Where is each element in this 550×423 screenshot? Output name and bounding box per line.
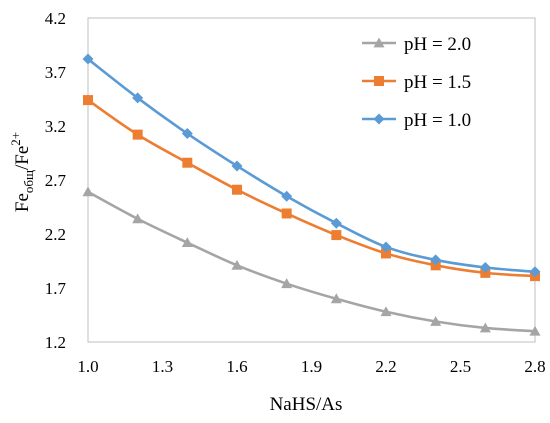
data-point: [82, 186, 94, 197]
y-label-base: Fe: [12, 193, 33, 212]
plot-area-border: [87, 17, 536, 343]
data-point: [380, 241, 392, 253]
series-layer: [82, 53, 541, 336]
data-point: [330, 217, 342, 229]
y-axis-label: Feобщ/Fe2+: [8, 132, 36, 212]
data-point: [132, 129, 143, 140]
legend-marker: [373, 113, 385, 125]
y-tick-label: 1.2: [45, 333, 66, 352]
legend-label: pH = 1.5: [404, 72, 471, 93]
legend-item: pH = 1.5: [362, 72, 471, 93]
y-label-superscript: 2+: [8, 132, 23, 146]
data-point: [330, 293, 342, 304]
legend: pH = 2.0 pH = 1.5 pH = 1.0: [362, 34, 471, 131]
data-point: [281, 190, 293, 202]
x-tick-label: 1.0: [77, 357, 98, 376]
series-triangle: [82, 186, 541, 336]
legend-marker: [373, 37, 385, 48]
data-point: [529, 266, 541, 278]
data-point: [231, 259, 243, 270]
data-point: [529, 325, 541, 336]
data-point: [281, 278, 293, 289]
data-point: [231, 160, 243, 172]
legend-label: pH = 1.0: [404, 110, 471, 131]
y-axis-ticks: 1.2 1.7 2.2 2.7 3.2 3.7 4.2: [45, 9, 67, 352]
x-tick-label: 1.6: [226, 357, 247, 376]
data-point: [181, 237, 193, 248]
series-line: [87, 58, 536, 274]
data-point: [381, 248, 391, 259]
x-axis-label: NaHS/As: [270, 394, 343, 415]
legend-item: pH = 1.0: [362, 110, 471, 131]
y-tick-label: 2.2: [45, 225, 66, 244]
y-label-slash: /Fe: [12, 146, 33, 170]
data-point: [281, 208, 292, 219]
data-point: [83, 95, 93, 106]
legend-marker: [374, 76, 384, 86]
data-point: [380, 306, 392, 317]
x-axis-ticks: 1.0 1.3 1.6 1.9 2.2 2.5 2.8: [77, 357, 545, 376]
y-label-subscript: общ: [21, 170, 36, 193]
series-line: [87, 99, 536, 278]
data-point: [181, 128, 193, 140]
x-tick-label: 1.3: [152, 357, 173, 376]
x-tick-label: 2.8: [524, 357, 545, 376]
data-point: [132, 92, 144, 104]
data-point: [232, 184, 242, 195]
data-point: [132, 213, 144, 224]
data-point: [331, 230, 342, 241]
y-tick-label: 3.2: [45, 117, 66, 136]
x-tick-label: 2.2: [375, 357, 396, 376]
series-line: [87, 190, 536, 333]
y-tick-label: 2.7: [45, 171, 67, 190]
data-point: [479, 261, 491, 273]
data-point: [430, 254, 442, 266]
legend-label: pH = 2.0: [404, 34, 471, 55]
series-diamond: [82, 53, 541, 278]
data-point: [430, 315, 442, 326]
data-point: [182, 157, 193, 168]
data-point: [479, 322, 491, 333]
y-tick-label: 4.2: [45, 9, 66, 28]
x-tick-label: 1.9: [301, 357, 322, 376]
legend-item: pH = 2.0: [362, 34, 471, 55]
data-point: [82, 53, 94, 65]
x-tick-label: 2.5: [450, 357, 471, 376]
y-tick-label: 3.7: [45, 63, 67, 82]
y-tick-label: 1.7: [45, 279, 67, 298]
